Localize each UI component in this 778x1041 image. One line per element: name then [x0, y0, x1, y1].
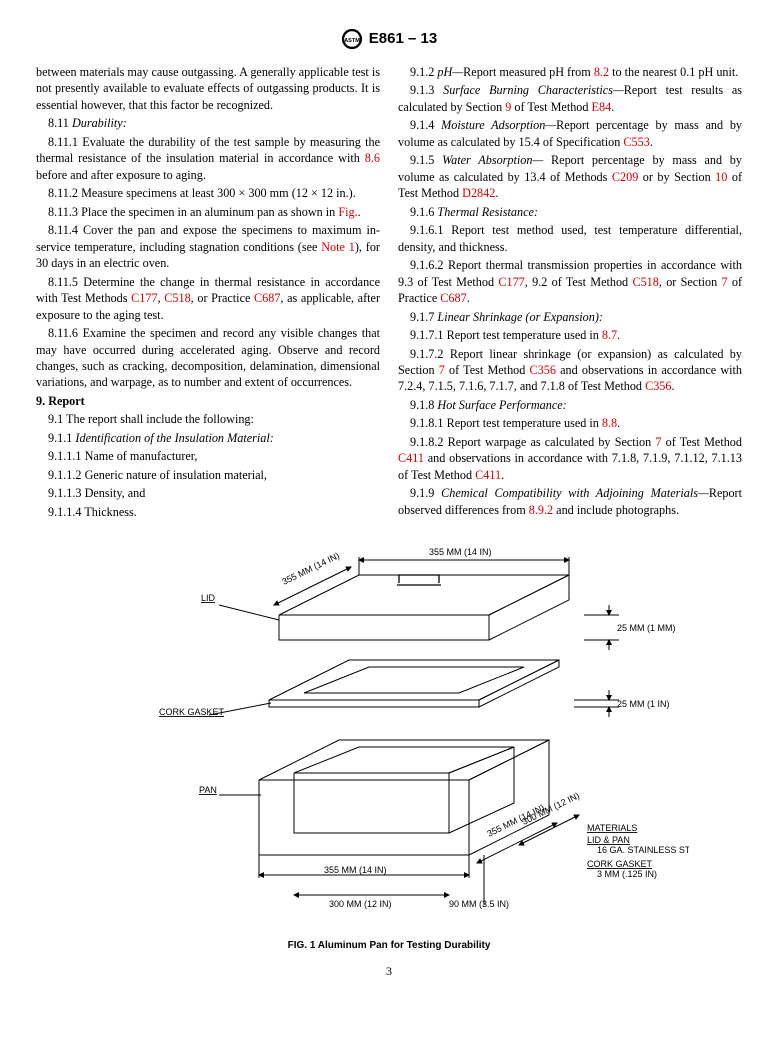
- para: 8.11.3 Place the specimen in an aluminum…: [36, 204, 380, 220]
- materials-line: CORK GASKET: [587, 859, 653, 869]
- para: 8.11.5 Determine the change in thermal r…: [36, 274, 380, 323]
- para: 9.1.9 Chemical Compatibility with Adjoin…: [398, 485, 742, 518]
- para: 8.11 Durability:: [36, 115, 380, 131]
- dim-label: 25 MM (1 MM): [617, 623, 676, 633]
- para: 9.1.6.2 Report thermal transmission prop…: [398, 257, 742, 306]
- xref[interactable]: C518: [164, 291, 190, 305]
- para: 9.1.1.3 Density, and: [36, 485, 380, 501]
- xref[interactable]: C687: [440, 291, 466, 305]
- dim-label: 300 MM (12 IN): [329, 899, 392, 909]
- para: 8.11.1 Evaluate the durability of the te…: [36, 134, 380, 183]
- figure-svg: 355 MM (14 IN) LID 355 MM (14 IN) 25 MM …: [89, 535, 689, 935]
- xref[interactable]: C518: [632, 275, 658, 289]
- xref[interactable]: 8.6: [365, 151, 380, 165]
- para: 9.1.2 pH—Report measured pH from 8.2 to …: [398, 64, 742, 80]
- xref[interactable]: 8.2: [594, 65, 609, 79]
- para: 9.1.8.2 Report warpage as calculated by …: [398, 434, 742, 483]
- dim-label: 90 MM (3.5 IN): [449, 899, 509, 909]
- xref[interactable]: C411: [475, 468, 501, 482]
- svg-text:ASTM: ASTM: [344, 38, 360, 44]
- materials-line: 16 GA. STAINLESS STL.: [597, 845, 689, 855]
- xref[interactable]: C356: [645, 379, 671, 393]
- para: 9.1.3 Surface Burning Characteristics—Re…: [398, 82, 742, 115]
- xref[interactable]: C177: [498, 275, 524, 289]
- para: 9.1.1.2 Generic nature of insulation mat…: [36, 467, 380, 483]
- xref[interactable]: 8.9.2: [529, 503, 553, 517]
- para: 9.1.8.1 Report test temperature used in …: [398, 415, 742, 431]
- astm-logo-icon: ASTM: [341, 28, 363, 50]
- xref[interactable]: E84: [592, 100, 612, 114]
- page-header: ASTM E861 – 13: [36, 28, 742, 50]
- para: 8.11.2 Measure specimens at least 300 × …: [36, 185, 380, 201]
- para: 9.1.6.1 Report test method used, test te…: [398, 222, 742, 255]
- pan-label: PAN: [199, 785, 217, 795]
- xref[interactable]: Note 1: [321, 240, 355, 254]
- xref[interactable]: C687: [254, 291, 280, 305]
- materials-heading: MATERIALS: [587, 823, 637, 833]
- dim-label: 355 MM (14 IN): [429, 547, 492, 557]
- para: 9.1.7.2 Report linear shrinkage (or expa…: [398, 346, 742, 395]
- dim-label: 355 MM (14 IN): [280, 551, 341, 587]
- para: 9.1.7.1 Report test temperature used in …: [398, 327, 742, 343]
- para: 9.1 The report shall include the followi…: [36, 411, 380, 427]
- materials-line: 3 MM (.125 IN): [597, 869, 657, 879]
- xref[interactable]: C411: [398, 451, 424, 465]
- para: 8.11.4 Cover the pan and expose the spec…: [36, 222, 380, 271]
- para: between materials may cause outgassing. …: [36, 64, 380, 113]
- xref[interactable]: 8.8: [602, 416, 617, 430]
- para: 9.1.1.1 Name of manufacturer,: [36, 448, 380, 464]
- standard-number: E861 – 13: [369, 29, 437, 49]
- para: 9.1.1.4 Thickness.: [36, 504, 380, 520]
- xref[interactable]: C209: [612, 170, 638, 184]
- xref[interactable]: 8.7: [602, 328, 617, 342]
- dim-label: 355 MM (14 IN): [324, 865, 387, 875]
- figure-caption: FIG. 1 Aluminum Pan for Testing Durabili…: [36, 939, 742, 953]
- xref[interactable]: D2842: [462, 186, 495, 200]
- xref[interactable]: C356: [530, 363, 556, 377]
- para: 8.11.6 Examine the specimen and record a…: [36, 325, 380, 391]
- xref[interactable]: Fig.: [338, 205, 357, 219]
- dim-label: 25 MM (1 IN): [617, 699, 670, 709]
- page-number: 3: [36, 963, 742, 979]
- para: 9.1.4 Moisture Adsorption—Report percent…: [398, 117, 742, 150]
- materials-line: LID & PAN: [587, 835, 630, 845]
- section-heading: 9. Report: [36, 393, 380, 409]
- figure-1: 355 MM (14 IN) LID 355 MM (14 IN) 25 MM …: [36, 535, 742, 953]
- para: 9.1.8 Hot Surface Performance:: [398, 397, 742, 413]
- para: 9.1.7 Linear Shrinkage (or Expansion):: [398, 309, 742, 325]
- xref[interactable]: 10: [715, 170, 727, 184]
- cork-label: CORK GASKET: [159, 707, 225, 717]
- body-columns: between materials may cause outgassing. …: [36, 64, 742, 521]
- xref[interactable]: C553: [623, 135, 649, 149]
- para: 9.1.1 Identification of the Insulation M…: [36, 430, 380, 446]
- para: 9.1.5 Water Absorption— Report percentag…: [398, 152, 742, 201]
- para: 9.1.6 Thermal Resistance:: [398, 204, 742, 220]
- xref[interactable]: C177: [131, 291, 157, 305]
- lid-label: LID: [201, 593, 216, 603]
